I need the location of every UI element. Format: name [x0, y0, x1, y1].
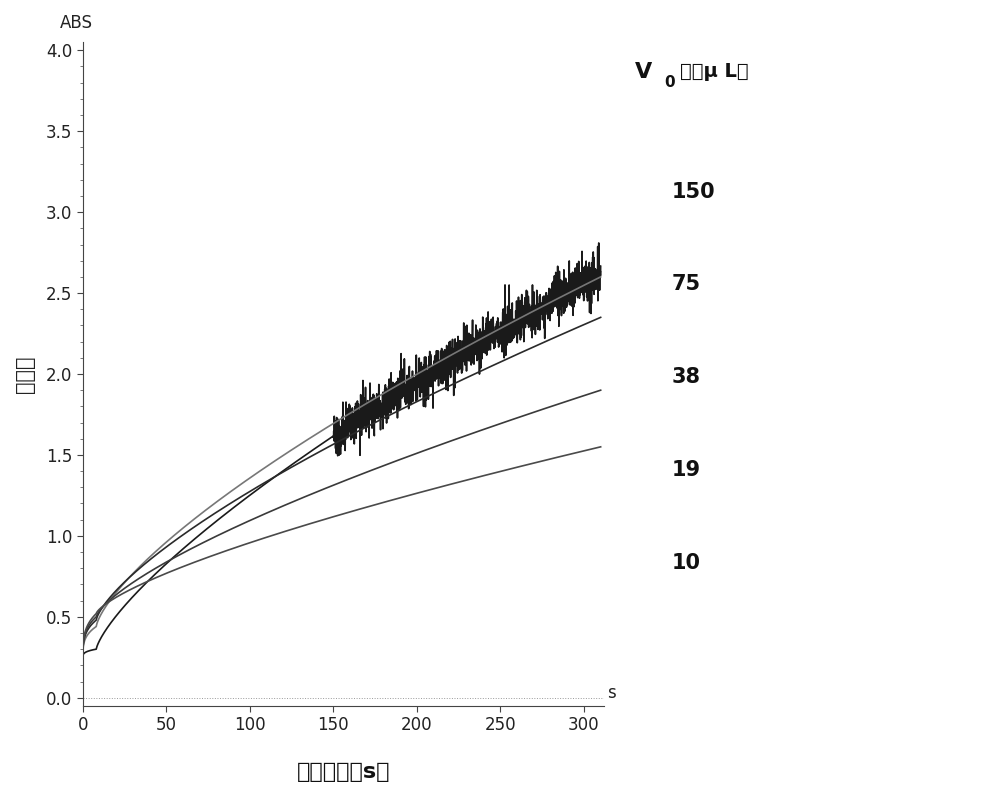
Text: s: s	[607, 685, 615, 702]
Text: 10: 10	[672, 553, 701, 573]
Text: 値（μ L）: 値（μ L）	[680, 62, 748, 81]
Text: 19: 19	[672, 461, 701, 481]
Text: 38: 38	[672, 367, 701, 387]
X-axis label: 扫描时间（s）: 扫描时间（s）	[297, 762, 390, 782]
Y-axis label: 吸光值: 吸光值	[15, 355, 35, 393]
Text: 0: 0	[664, 76, 675, 90]
Text: ABS: ABS	[59, 14, 92, 32]
Text: 75: 75	[672, 274, 701, 294]
Text: 150: 150	[672, 182, 715, 202]
Text: V: V	[635, 62, 653, 82]
